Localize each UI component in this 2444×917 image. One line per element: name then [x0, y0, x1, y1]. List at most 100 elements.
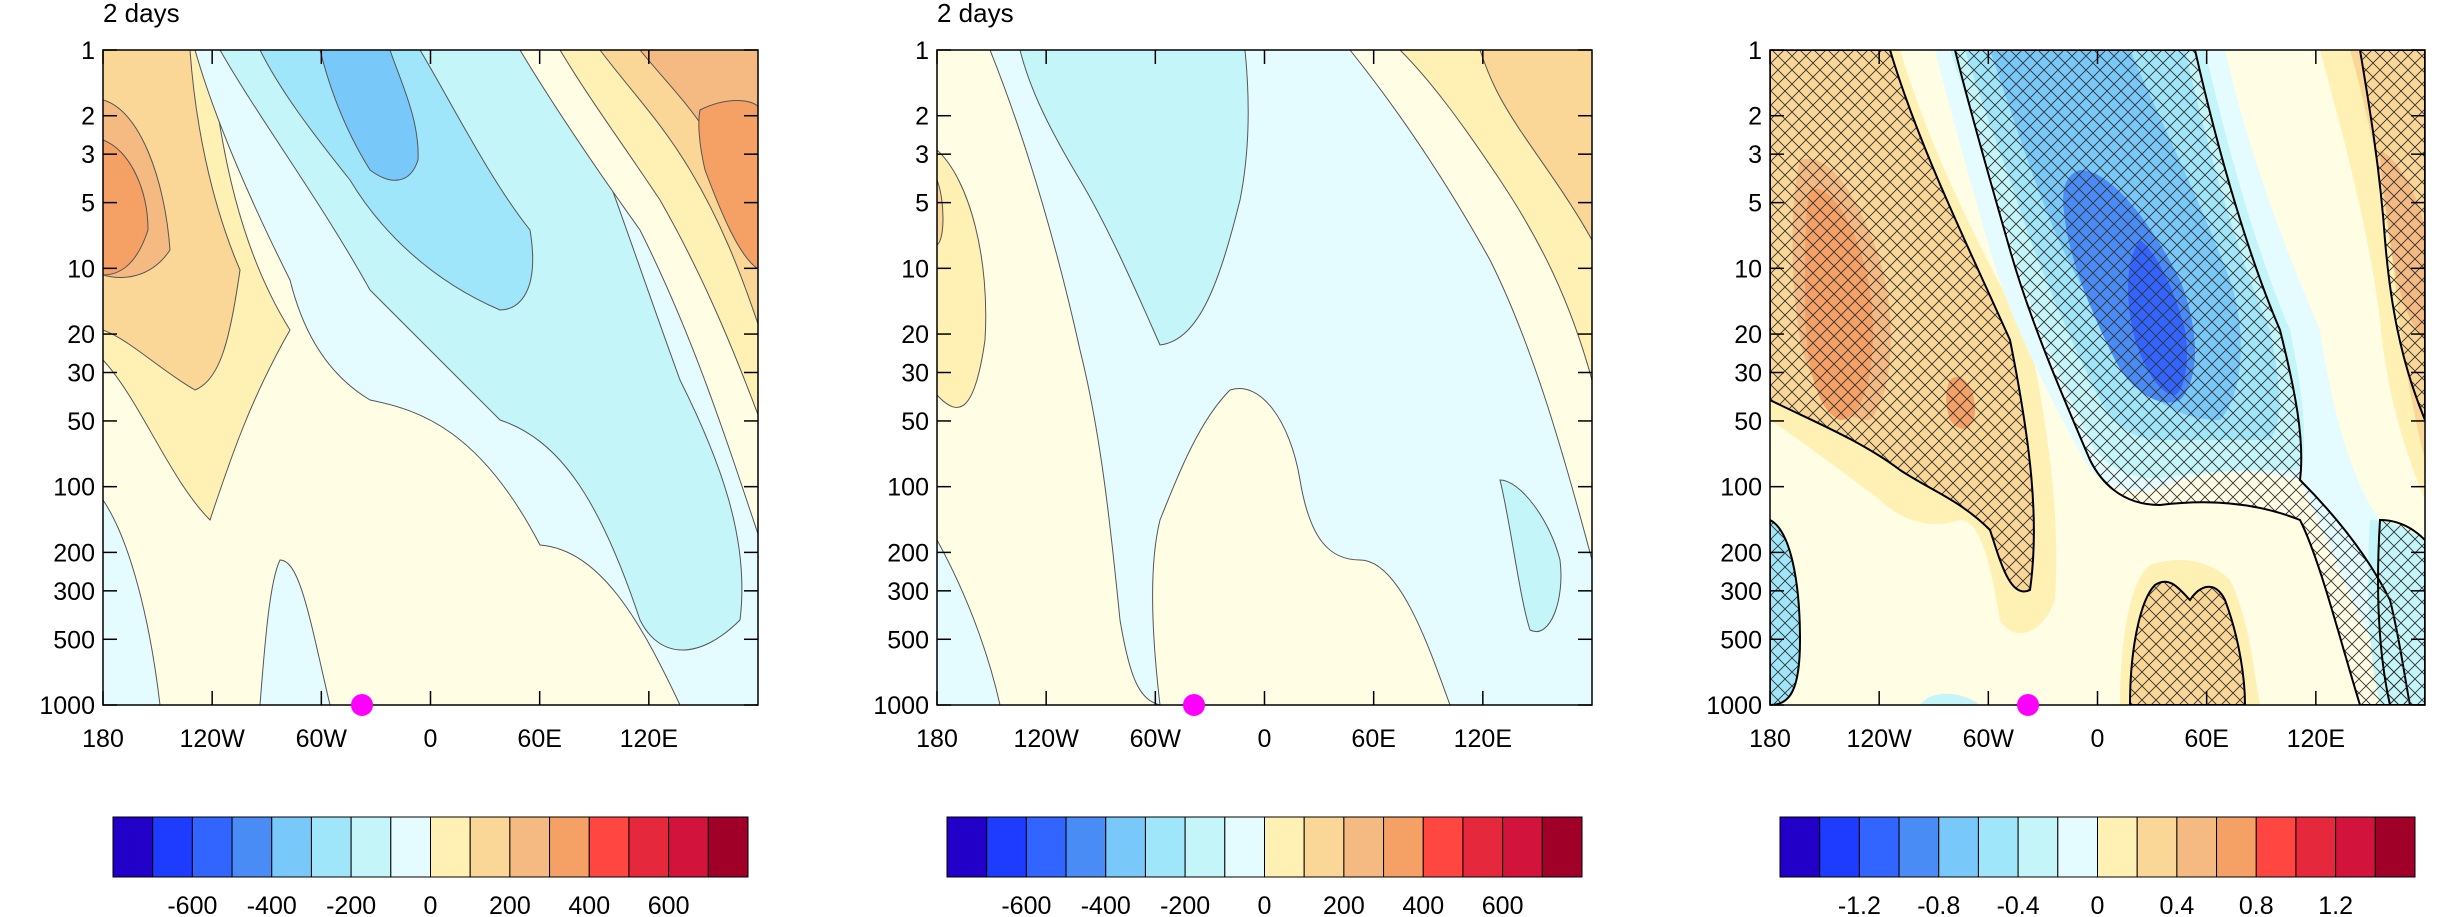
panel-1-y-tick-label: 10: [67, 255, 95, 283]
panel-1-colorbar-box: [628, 816, 670, 878]
panel-1-colorbar-label: 400: [568, 892, 610, 917]
panel-1-colorbar-label: -600: [167, 892, 217, 917]
panel-3-colorbar-box: [2295, 816, 2337, 878]
panel-2: 2 days: [936, 0, 1593, 716]
panel-2-y-tick-label: 10: [901, 255, 929, 283]
panel-2-y-tick-label: 1000: [873, 692, 929, 720]
panel-2-colorbar-box: [1502, 816, 1543, 878]
panel-3-colorbar-label: 0.8: [2239, 892, 2274, 917]
panel-3-axes: 1 2 3 5 10 20 30 50 100 200 300 500 1000 180 120W 60W 0 6…: [1706, 37, 2425, 753]
panel-2-colorbar-box: [1025, 816, 1067, 878]
panel-1-colorbar-box: [390, 816, 431, 878]
panel-2-colorbar-box: [1383, 816, 1424, 878]
panel-1-colorbar-box: [112, 816, 154, 878]
panel-1-colorbar-label: -400: [247, 892, 297, 917]
panel-3-y-tick-label: 200: [1720, 539, 1762, 567]
panel-1-colorbar-label: 200: [489, 892, 531, 917]
panel-2-contour-west-1: [937, 50, 1161, 705]
panel-2-colorbar-box: [1303, 816, 1345, 878]
panel-1-y-tick-label: 1000: [39, 692, 95, 720]
panel-1-y-tick-label: 200: [53, 539, 95, 567]
panel-3-colorbar-label: -0.4: [1997, 892, 2040, 917]
panel-1-contour-west-4: [103, 139, 149, 276]
panel-1-y-tick-label: 5: [81, 190, 95, 218]
panel-3-hatch-lower-east: [2377, 518, 2425, 705]
panel-1-colorbar-label: -200: [326, 892, 376, 917]
panel-3-colorbar-box: [1858, 816, 1900, 878]
panel-1-colorbar-box: [191, 816, 233, 878]
panel-3-y-tick-label: 5: [1748, 190, 1762, 218]
panel-3-y-tick-label: 30: [1734, 360, 1762, 388]
panel-3-colorbar-box: [2255, 816, 2297, 878]
panel-3-hatch-east: [2358, 50, 2425, 421]
panel-3-x-tick-label: 60W: [1963, 725, 2015, 753]
panel-3-x-tick-label: 120W: [1847, 725, 1913, 753]
panel-2-colorbar: -600 -400 -200 0 200 400 600: [946, 816, 1583, 917]
panel-3-colorbar-box: [2216, 816, 2257, 878]
panel-2-y-tick-label: 5: [915, 190, 929, 218]
panel-1-y-tick-label: 50: [67, 408, 95, 436]
panel-2-colorbar-box: [1343, 816, 1385, 878]
panel-3-y-tick-label: 500: [1720, 626, 1762, 654]
panel-3-colorbar-box: [2335, 816, 2376, 878]
panel-3-y-tick-label: 20: [1734, 321, 1762, 349]
panel-1-colorbar-box: [549, 816, 590, 878]
panel-3-colorbar-box: [2374, 816, 2416, 878]
panel-2-y-tick-label: 2: [915, 103, 929, 131]
panel-2-x-tick-label: 180: [916, 725, 958, 753]
panel-1-colorbar-box: [350, 816, 392, 878]
panel-2-y-tick-label: 3: [915, 141, 929, 169]
panel-3-y-tick-label: 1: [1748, 37, 1762, 65]
panel-1-colorbar-box: [152, 816, 193, 878]
panel-3-y-tick-label: 2: [1748, 103, 1762, 131]
panel-1-colorbar-box: [231, 816, 273, 878]
panel-2-y-tick-label: 30: [901, 360, 929, 388]
panel-2-contour-neg-2: [1019, 50, 1249, 346]
colorbar-layer: -600 -400 -200 0 200 400 600 -600 -400 -200 0 200 40…: [112, 816, 2416, 917]
panel-2-colorbar-box: [1422, 816, 1464, 878]
panel-2-y-tick-label: 50: [901, 408, 929, 436]
panel-1-contour-neg-2: [219, 50, 743, 651]
panel-3-significance-hatching: [1770, 50, 2425, 705]
panel-2-contour-east-3: [1479, 50, 1592, 241]
panel-3-hatch-lower-west: [1770, 518, 1802, 705]
panel-1-y-tick-label: 500: [53, 626, 95, 654]
panel-1-contour-low-1: [103, 499, 161, 705]
panel-3-colorbar-box: [2176, 816, 2218, 878]
panel-2-x-tick-label: 0: [1258, 725, 1272, 753]
panel-2-colorbar-box: [1541, 816, 1583, 878]
panel-2-colorbar-box: [986, 816, 1027, 878]
panel-3-colorbar-label: -0.8: [1917, 892, 1960, 917]
panel-3-x-tick-label: 60E: [2184, 725, 2228, 753]
panel-1-y-tick-label: 100: [53, 474, 95, 502]
panel-3-x-tick-label: 0: [2091, 725, 2105, 753]
panel-1-contour-low-2: [259, 559, 331, 705]
panel-1-y-tick-label: 30: [67, 360, 95, 388]
panel-2-title: 2 days: [937, 0, 1014, 28]
panel-2-plot-area: [937, 50, 1592, 705]
panel-2-colorbar-box: [1184, 816, 1226, 878]
panel-1-x-tick-label: 60E: [517, 725, 561, 753]
panel-1-colorbar-box: [668, 816, 709, 878]
panel-3-marker: [2017, 694, 2039, 716]
panel-2-colorbar-box: [1462, 816, 1504, 878]
panel-2-colorbar-label: -400: [1081, 892, 1131, 917]
panel-3-x-tick-label: 120E: [2287, 725, 2345, 753]
panel-3-colorbar-label: 0.4: [2159, 892, 2194, 917]
panel-3-contour-bottom-neg: [1920, 693, 1980, 705]
panel-1-colorbar-box: [430, 816, 471, 878]
panel-3-y-tick-label: 100: [1720, 474, 1762, 502]
panel-3-y-tick-label: 3: [1748, 141, 1762, 169]
panel-2-colorbar-label: 400: [1402, 892, 1444, 917]
panel-2-x-tick-label: 120W: [1014, 725, 1080, 753]
panel-1-title: 2 days: [103, 0, 180, 28]
panel-1-colorbar-box: [469, 816, 511, 878]
panel-2-colorbar-box: [1105, 816, 1146, 878]
panel-2-colorbar-label: 200: [1323, 892, 1365, 917]
panel-1-x-tick-label: 120W: [180, 725, 246, 753]
panel-2-y-tick-label: 300: [887, 578, 929, 606]
panel-3-colorbar: -1.2 -0.8 -0.4 0 0.4 0.8 1.2: [1779, 816, 2416, 917]
panel-1-plot-area: [103, 50, 758, 705]
